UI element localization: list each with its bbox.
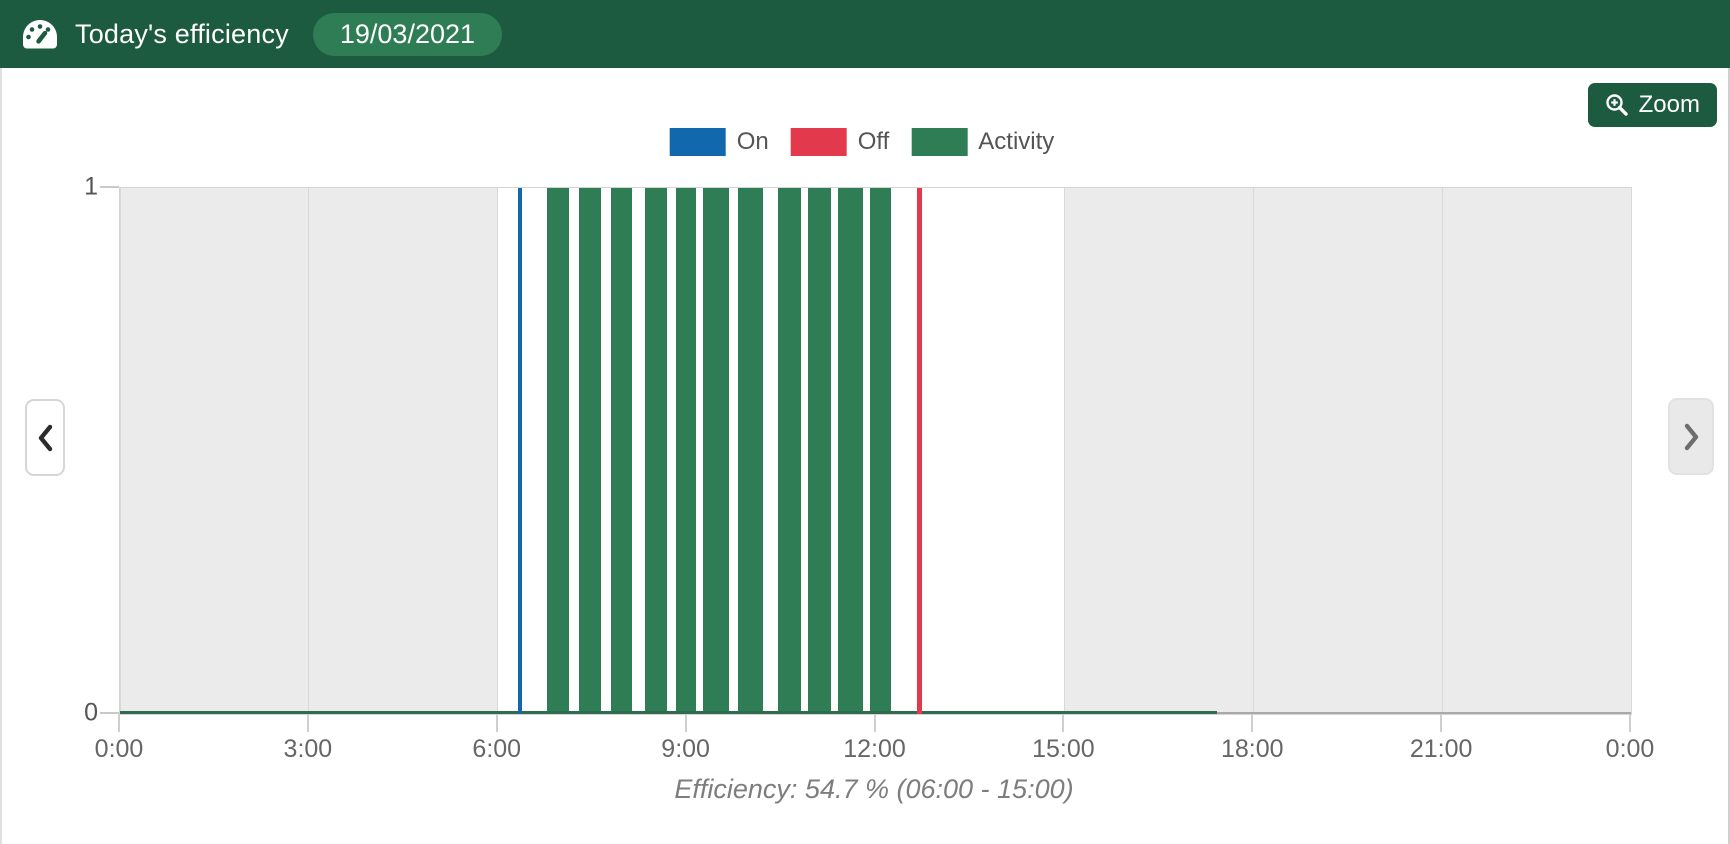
x-axis-label: 3:00 [283, 735, 333, 763]
activity-bar [674, 188, 698, 714]
x-axis-tick [118, 713, 120, 732]
legend-swatch [911, 128, 968, 156]
header-bar: Today's efficiency 19/03/2021 [0, 0, 1730, 68]
gridline [1063, 188, 1065, 714]
zoom-button-label: Zoom [1638, 91, 1700, 118]
y-axis-label-max: 1 [84, 172, 98, 201]
page-title: Today's efficiency [75, 18, 289, 49]
x-axis-label: 0:00 [94, 735, 144, 763]
efficiency-caption: Efficiency: 54.7 % (06:00 - 15:00) [674, 774, 1074, 804]
activity-bar [577, 188, 603, 714]
activity-bar [609, 188, 635, 714]
gridline [308, 188, 310, 714]
x-axis-tick [1062, 713, 1065, 732]
gridline [119, 188, 121, 714]
chevron-right-icon [1682, 422, 1701, 452]
x-axis-tick [1440, 713, 1443, 732]
activity-bar [867, 188, 894, 714]
y-axis-tick [100, 712, 119, 714]
x-axis-tick [1629, 713, 1631, 732]
plot-area [119, 187, 1632, 715]
x-axis-label: 12:00 [843, 735, 906, 763]
magnifier-plus-icon [1605, 93, 1629, 117]
activity-bar [701, 188, 731, 714]
x-axis-tick [1251, 713, 1254, 732]
x-axis-tick [495, 713, 498, 732]
activity-bar [835, 188, 865, 714]
activity-baseline [120, 711, 1217, 714]
next-day-button[interactable] [1668, 398, 1714, 475]
machine-on-line [517, 188, 522, 714]
gridline [1441, 188, 1443, 714]
activity-bar [776, 188, 804, 714]
tachometer-icon [22, 19, 58, 50]
legend-item-on[interactable]: On [669, 128, 769, 156]
legend-swatch [790, 128, 847, 156]
activity-bar [806, 188, 833, 714]
legend-label: Off [857, 128, 890, 155]
legend-label: Activity [978, 128, 1055, 155]
legend-swatch [669, 128, 726, 156]
gridline [1630, 188, 1632, 714]
x-axis-tick [684, 713, 687, 732]
gridline [1252, 188, 1254, 714]
x-axis-label: 6:00 [472, 735, 522, 763]
x-axis-label: 18:00 [1220, 735, 1284, 763]
gridline [497, 188, 499, 714]
legend-item-activity[interactable]: Activity [911, 128, 1054, 156]
y-axis-label-min: 0 [84, 698, 98, 727]
legend-label: On [736, 128, 769, 155]
zoom-button[interactable]: Zoom [1587, 83, 1717, 127]
previous-day-button[interactable] [25, 399, 65, 476]
machine-off-line [917, 188, 923, 714]
off-shift-band [1064, 188, 1631, 714]
chart-card: Zoom On Off Activity 1 0 0:00 3:00 6:00 9:00 1… [0, 68, 1730, 844]
x-axis-tick [306, 713, 309, 732]
chevron-left-icon [36, 423, 55, 453]
x-axis-label: 9:00 [661, 735, 710, 763]
legend: On Off Activity [669, 128, 1054, 156]
date-badge[interactable]: 19/03/2021 [312, 12, 503, 56]
activity-bar [735, 188, 765, 714]
x-axis-label: 15:00 [1032, 735, 1095, 763]
activity-bar [544, 188, 571, 714]
x-axis-label: 21:00 [1409, 735, 1473, 763]
x-axis: 0:00 3:00 6:00 9:00 12:00 15:00 18:00 21:00 0:00 [95, 713, 1654, 783]
legend-item-off[interactable]: Off [790, 128, 890, 156]
activity-bar [643, 188, 669, 714]
y-axis-tick [100, 186, 119, 188]
x-axis-label: 0:00 [1605, 735, 1655, 763]
x-axis-tick [873, 713, 876, 732]
